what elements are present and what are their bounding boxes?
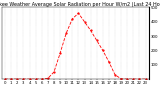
Title: Milwaukee Weather Average Solar Radiation per Hour W/m2 (Last 24 Hours): Milwaukee Weather Average Solar Radiatio… [0,2,160,7]
